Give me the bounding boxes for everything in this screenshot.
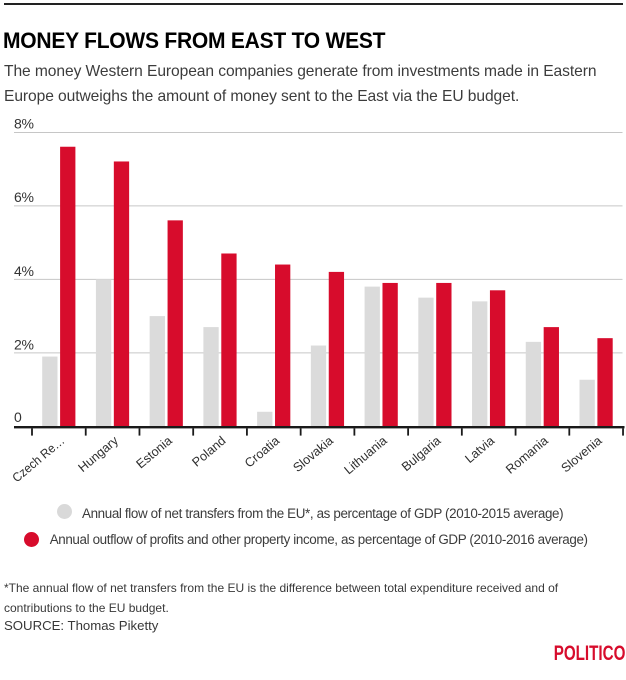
svg-text:4%: 4%	[14, 263, 34, 279]
svg-text:Hungary: Hungary	[76, 433, 122, 475]
svg-text:Czech Re…: Czech Re…	[10, 434, 68, 486]
svg-text:Lithuania: Lithuania	[342, 434, 390, 478]
svg-text:6%: 6%	[14, 189, 34, 205]
svg-text:Croatia: Croatia	[242, 434, 282, 471]
svg-text:Romania: Romania	[503, 434, 551, 477]
svg-text:Bulgaria: Bulgaria	[399, 434, 443, 474]
svg-text:Slovenia: Slovenia	[559, 434, 605, 476]
svg-text:Latvia: Latvia	[462, 434, 497, 466]
svg-text:Slovakia: Slovakia	[290, 434, 335, 475]
svg-text:Estonia: Estonia	[134, 434, 175, 472]
svg-text:0: 0	[14, 409, 22, 425]
svg-text:8%: 8%	[14, 116, 34, 132]
svg-text:Poland: Poland	[189, 434, 228, 470]
svg-text:2%: 2%	[14, 336, 34, 352]
